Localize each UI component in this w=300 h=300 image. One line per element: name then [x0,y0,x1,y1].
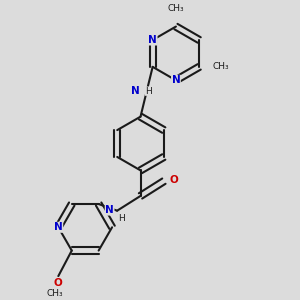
Text: N: N [54,222,63,232]
Text: CH₃: CH₃ [168,4,184,13]
Text: CH₃: CH₃ [212,62,229,71]
Text: N: N [148,35,157,45]
Text: O: O [54,278,63,288]
Text: H: H [118,214,124,224]
Text: H: H [145,87,152,96]
Text: N: N [172,75,180,85]
Text: N: N [131,86,140,96]
Text: O: O [169,175,178,184]
Text: N: N [105,205,114,215]
Text: CH₃: CH₃ [47,290,64,298]
